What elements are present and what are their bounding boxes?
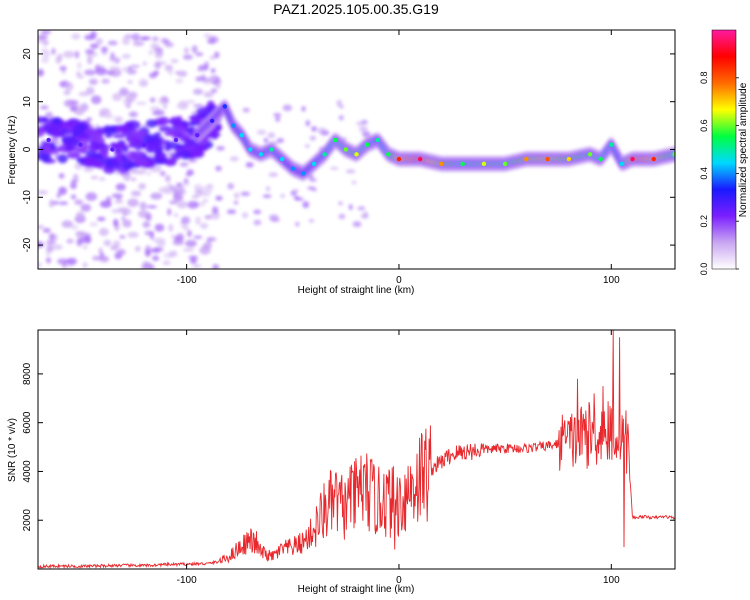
- ridge-point: [396, 156, 402, 162]
- x-tick-label: 100: [603, 275, 620, 286]
- ridge-point: [290, 166, 295, 171]
- y-tick-label: 0: [22, 146, 33, 152]
- y-tick-label: 4000: [22, 460, 33, 483]
- ridge-point: [386, 152, 391, 157]
- ridge-point: [248, 147, 253, 152]
- ridge-point: [598, 156, 603, 162]
- colorbar-label: Normalized spectral amplitude: [738, 82, 749, 217]
- x-tick-label: 100: [603, 575, 620, 586]
- ridge-point: [269, 147, 274, 152]
- ridge-point: [439, 161, 444, 167]
- ridge-point: [258, 152, 264, 157]
- ridge-point: [301, 171, 306, 176]
- colorbar-tick-label: 0.0: [699, 263, 709, 276]
- y-tick-label: 8000: [22, 362, 33, 385]
- ridge-point: [141, 142, 147, 147]
- ridge-point: [279, 156, 285, 162]
- y-tick-label: 20: [22, 48, 33, 60]
- snr-x-ticks: -100 0 100: [177, 330, 620, 586]
- figure-title: PAZ1.2025.105.00.35.G19: [273, 1, 439, 17]
- ridge-point: [239, 132, 245, 138]
- colorbar-tick-label: 0.4: [699, 167, 709, 180]
- ridge-point: [333, 137, 338, 143]
- ridge-point: [460, 161, 465, 167]
- colorbar-tick-label: 0.8: [699, 72, 709, 85]
- ridge-point: [311, 161, 317, 167]
- snr-y-ticks: 2000 4000 6000 8000: [22, 362, 675, 531]
- ridge-point: [502, 161, 508, 167]
- ridge-point: [110, 147, 115, 152]
- snr-y-label: SNR (10 * v/v): [7, 418, 18, 482]
- y-tick-label: 10: [22, 96, 33, 108]
- spectrogram-y-label: Frequency (Hz): [7, 116, 18, 185]
- ridge-point: [609, 142, 614, 147]
- colorbar-gradient: [711, 29, 737, 270]
- snr-panel: -100 0 100 2000 4000 6000 8000 Height of stra…: [7, 329, 676, 595]
- y-tick-label: 2000: [22, 509, 33, 532]
- ridge-point: [78, 142, 83, 147]
- ridge-point: [630, 156, 635, 162]
- ridge-point: [672, 152, 675, 157]
- spectrogram-y-ticks: -20 -10 0 10 20: [22, 48, 675, 252]
- x-tick-label: -100: [177, 275, 197, 286]
- x-tick-label: 0: [396, 575, 402, 586]
- y-tick-label: -10: [22, 190, 33, 205]
- spectrogram-x-ticks: -100 0 100: [177, 30, 620, 286]
- ridge-point: [173, 137, 179, 143]
- ridge-point: [524, 156, 529, 162]
- ridge-point: [651, 156, 656, 162]
- x-tick-label: -100: [177, 575, 197, 586]
- ridge-point: [619, 161, 625, 167]
- colorbar: 0.0 0.2 0.4 0.6 0.8 Normalized spectral ampl…: [699, 29, 749, 276]
- colorbar-ticks: 0.0 0.2 0.4 0.6 0.8: [699, 72, 739, 276]
- ridge-point: [566, 156, 572, 162]
- y-tick-label: -20: [22, 237, 33, 252]
- ridge-point: [418, 156, 423, 162]
- ridge-point: [343, 147, 349, 152]
- ridge-point: [209, 118, 215, 124]
- ridge-point: [481, 161, 487, 167]
- y-tick-label: 6000: [22, 411, 33, 434]
- ridge-point: [545, 156, 550, 162]
- colorbar-tick-label: 0.6: [699, 119, 709, 132]
- snr-series-line: [38, 330, 675, 569]
- colorbar-tick-label: 0.2: [699, 215, 709, 228]
- ridge-point: [46, 137, 51, 143]
- ridge-point: [375, 137, 380, 143]
- ridge-point: [195, 132, 200, 138]
- ridge-point: [222, 104, 228, 109]
- x-tick-label: 0: [396, 275, 402, 286]
- snr-x-label: Height of straight line (km): [298, 584, 415, 595]
- ridge-point: [354, 152, 359, 157]
- ridge-point: [322, 152, 327, 157]
- snr-frame: [37, 329, 676, 570]
- ridge-point: [587, 152, 593, 157]
- ridge-point: [231, 123, 236, 128]
- spectrogram-x-label: Height of straight line (km): [298, 285, 415, 296]
- ridge-point: [364, 142, 370, 147]
- spectrogram-image: [38, 30, 675, 269]
